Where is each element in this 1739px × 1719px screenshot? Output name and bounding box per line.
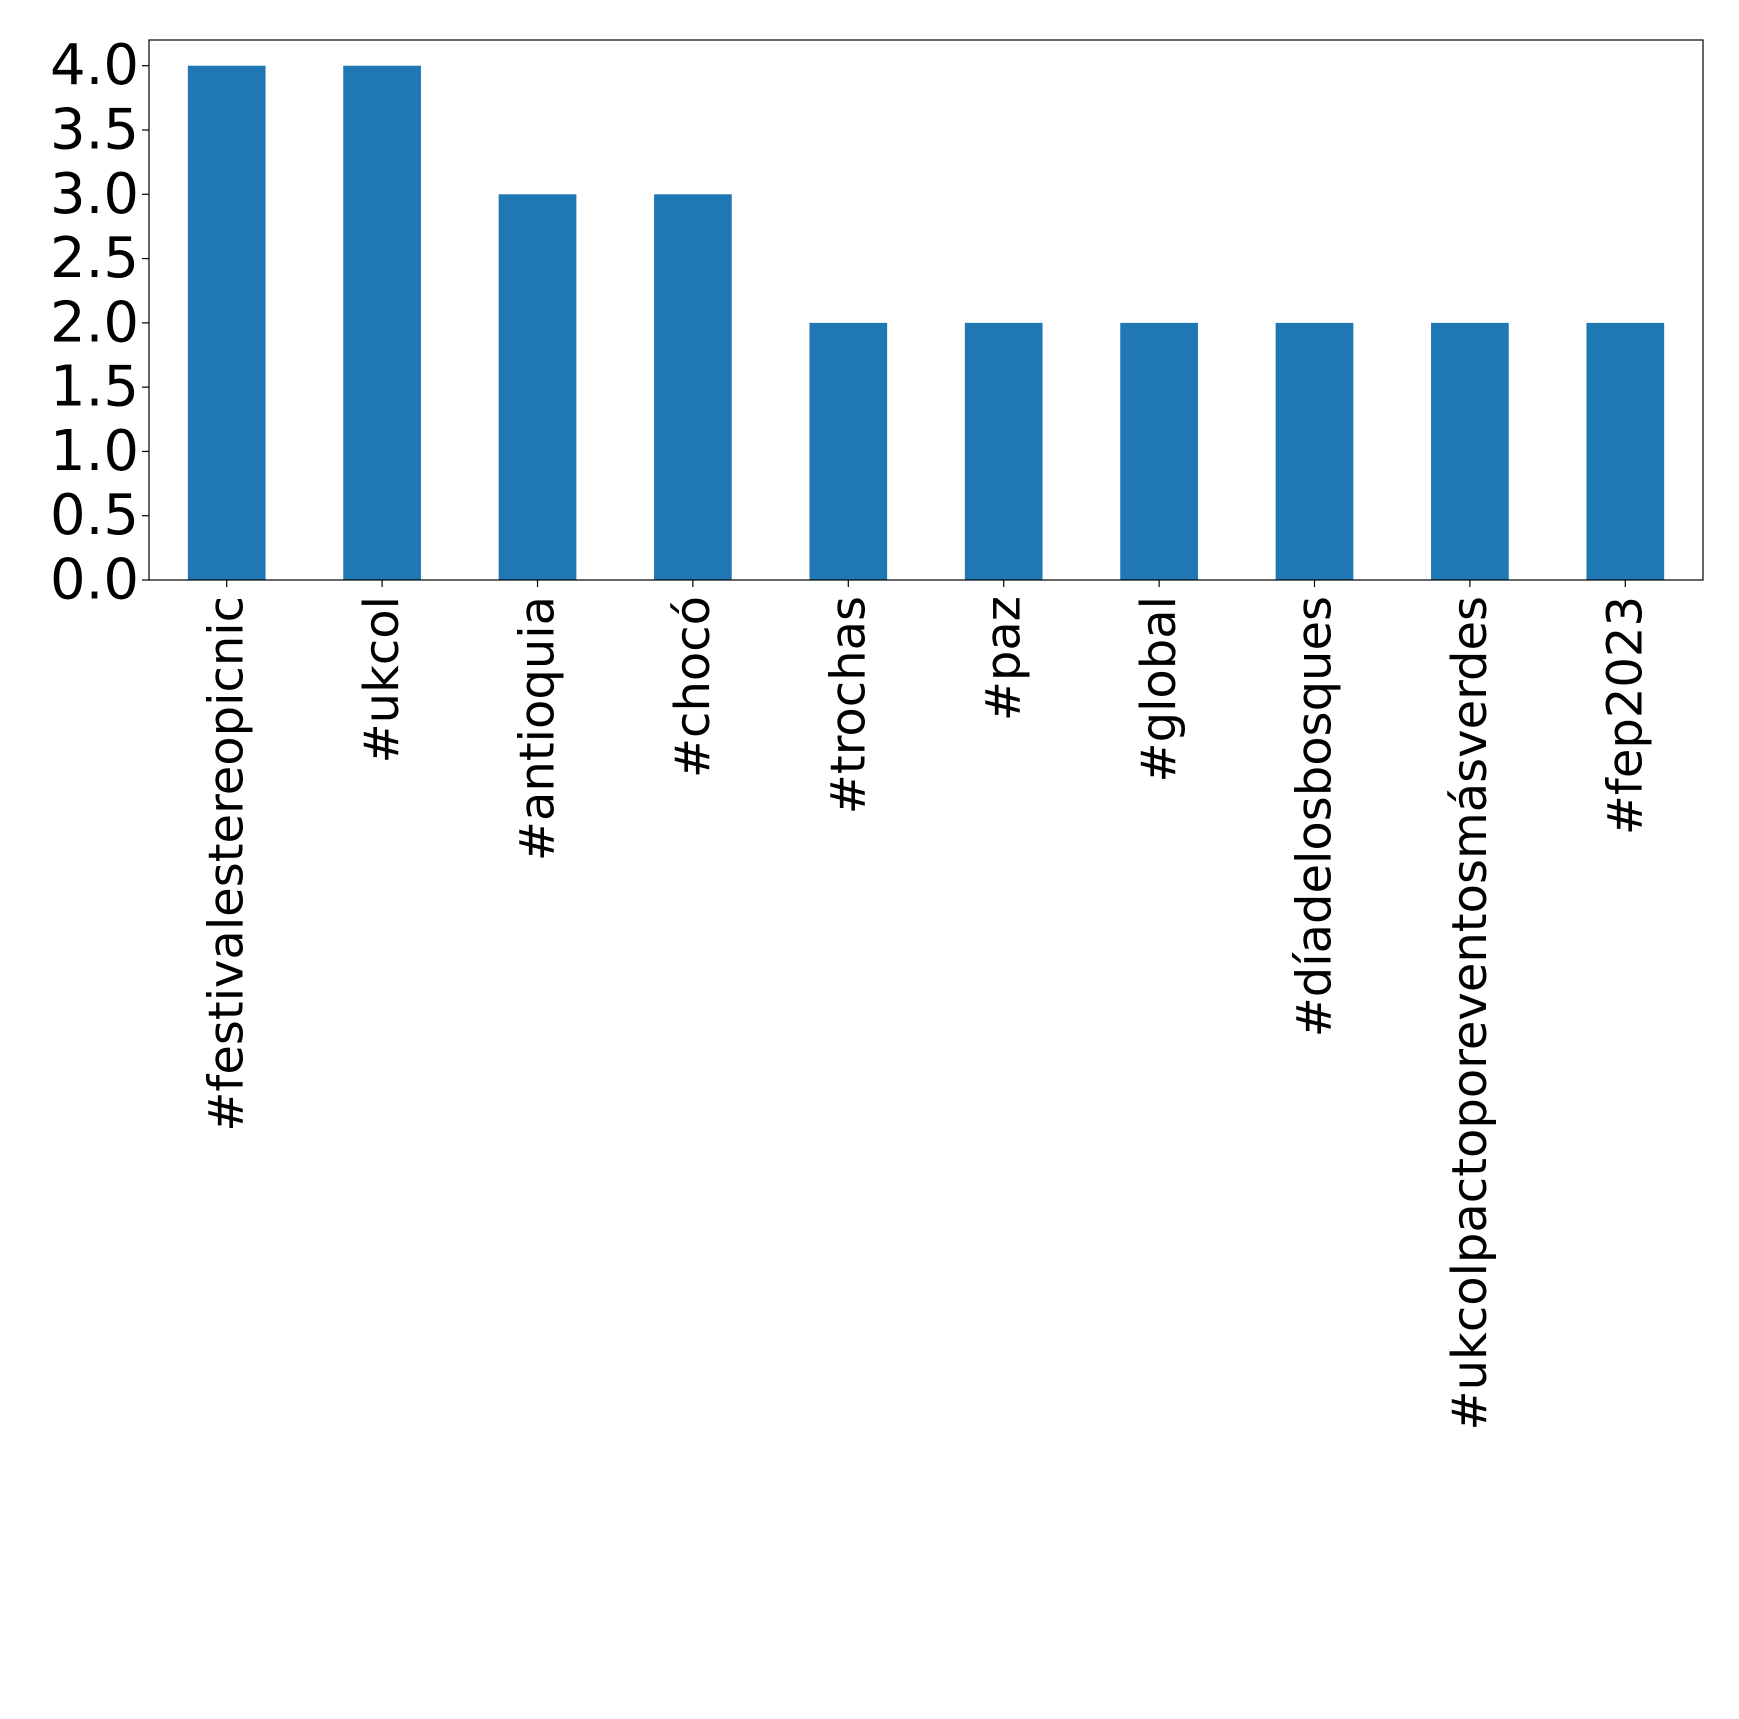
x-tick-label: #fep2023 [1597,596,1653,835]
bar-2 [498,194,577,581]
y-tick-label: 1.5 [50,355,139,420]
bars-layer [187,65,1665,581]
y-tick-label: 4.0 [50,33,139,98]
x-tick-label: #festivalestereopicnic [199,596,255,1132]
x-tick-label: #trochas [820,596,876,814]
y-tick-label: 2.0 [50,290,139,355]
bar-1 [343,65,421,580]
bar-6 [1120,322,1198,580]
x-tick-label: #ukcol [354,596,410,764]
y-tick-label: 3.5 [50,98,139,163]
bar-4 [809,322,888,580]
bar-3 [654,194,732,581]
bar-0 [187,65,266,580]
x-tick-label: #chocó [665,596,721,778]
y-axis: 0.00.51.01.52.02.53.03.54.0 [50,33,149,613]
y-tick-label: 0.0 [50,548,139,613]
y-tick-label: 0.5 [50,483,139,548]
y-tick-label: 1.0 [50,419,139,484]
bar-7 [1275,322,1354,580]
x-tick-label: #paz [976,596,1032,721]
x-axis: #festivalestereopicnic #ukcol #antioquia #c… [199,580,1653,1431]
y-tick-label: 3.0 [50,162,139,227]
x-tick-label: #díadelosbosques [1287,596,1343,1037]
bar-5 [964,322,1043,580]
bar-8 [1431,322,1509,580]
x-tick-label: #ukcolpactoporeventosmásverdes [1442,596,1498,1431]
x-tick-label: #global [1131,596,1187,783]
x-tick-label: #antioquia [510,596,566,861]
y-tick-label: 2.5 [50,226,139,291]
bar-9 [1586,322,1665,580]
plot-frame [148,39,1704,581]
